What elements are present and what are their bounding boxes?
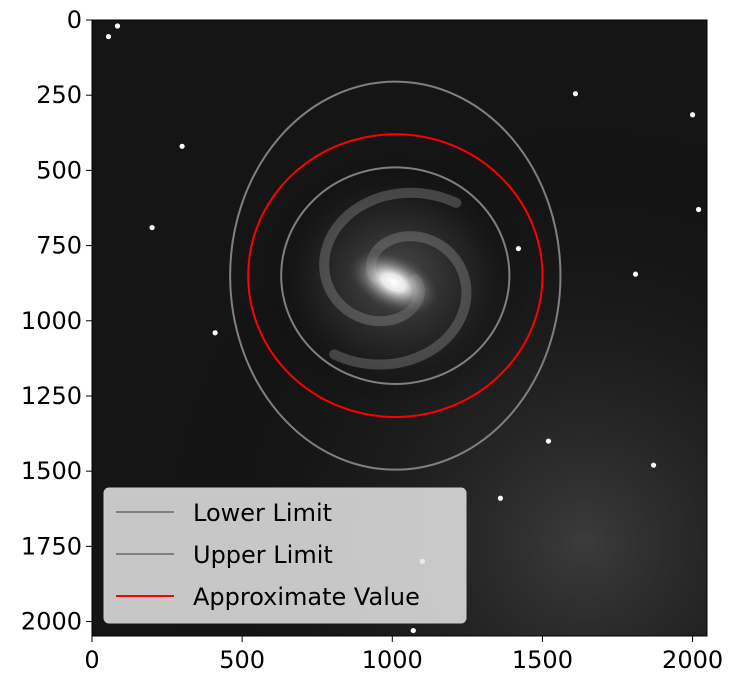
star bbox=[515, 245, 522, 252]
star bbox=[545, 438, 552, 444]
x-tick-label: 500 bbox=[219, 646, 265, 674]
star bbox=[572, 91, 579, 97]
ellipse-upper-limit bbox=[229, 80, 562, 471]
star bbox=[179, 143, 185, 149]
plot-frame bbox=[91, 19, 708, 637]
y-tick-label: 750 bbox=[36, 232, 82, 260]
legend-box bbox=[103, 487, 467, 624]
x-tick-label: 0 bbox=[84, 646, 99, 674]
star bbox=[105, 33, 112, 40]
star bbox=[497, 495, 503, 501]
ellipse-lower-limit bbox=[280, 166, 511, 385]
star bbox=[212, 330, 218, 336]
star-field bbox=[105, 23, 702, 634]
y-tick-label: 1500 bbox=[21, 457, 82, 485]
star bbox=[689, 112, 696, 118]
legend: Lower Limit Upper Limit Approximate Value bbox=[103, 487, 467, 624]
y-tick-label: 0 bbox=[67, 6, 82, 34]
star bbox=[149, 224, 155, 231]
star bbox=[650, 462, 657, 468]
y-tick-label: 1000 bbox=[21, 307, 82, 335]
legend-label: Lower Limit bbox=[193, 499, 332, 527]
y-tick-label: 2000 bbox=[21, 608, 82, 636]
x-tick-label: 1000 bbox=[362, 646, 423, 674]
legend-label: Upper Limit bbox=[193, 541, 333, 569]
galaxy-core bbox=[344, 247, 443, 318]
y-axis: 0 250 500 750 1000 1250 1500 1750 2000 bbox=[21, 6, 92, 636]
ellipse-approximate-value bbox=[247, 133, 544, 419]
limit-ellipses bbox=[229, 80, 562, 471]
star bbox=[695, 206, 702, 213]
y-tick-label: 250 bbox=[36, 81, 82, 109]
plot-area bbox=[92, 20, 707, 636]
y-tick-label: 500 bbox=[36, 156, 82, 184]
star bbox=[632, 271, 639, 277]
x-tick-label: 2000 bbox=[662, 646, 723, 674]
x-tick-label: 1500 bbox=[512, 646, 573, 674]
star bbox=[410, 627, 416, 634]
y-tick-label: 1250 bbox=[21, 382, 82, 410]
star bbox=[114, 23, 121, 29]
x-axis: 0 500 1000 1500 2000 bbox=[84, 636, 723, 674]
y-tick-label: 1750 bbox=[21, 532, 82, 560]
legend-label: Approximate Value bbox=[193, 583, 420, 611]
